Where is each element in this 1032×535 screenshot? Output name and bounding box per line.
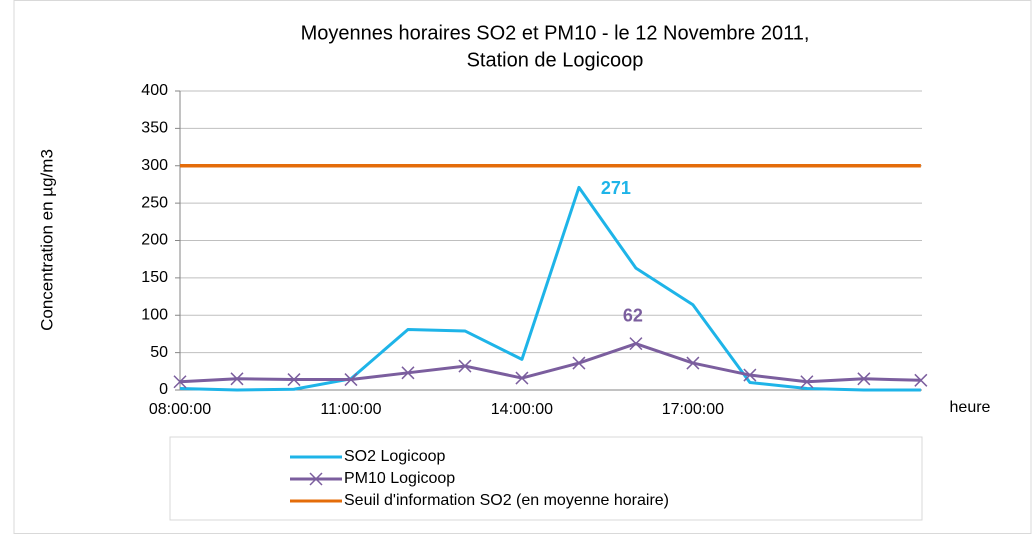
legend-label: SO2 Logicoop bbox=[344, 448, 446, 465]
series-marker bbox=[629, 337, 643, 351]
y-tick-label: 100 bbox=[141, 306, 168, 323]
series-marker bbox=[230, 372, 244, 386]
series-marker bbox=[515, 371, 529, 385]
series-marker bbox=[800, 375, 814, 389]
y-tick-label: 300 bbox=[141, 157, 168, 174]
y-tick-label: 250 bbox=[141, 194, 168, 211]
series-marker bbox=[914, 373, 928, 387]
x-tick-label: 14:00:00 bbox=[491, 401, 553, 418]
chart-title: Moyennes horaires SO2 et PM10 - le 12 No… bbox=[301, 22, 810, 44]
chart-title: Station de Logicoop bbox=[467, 49, 644, 71]
series-marker bbox=[401, 366, 415, 380]
series-marker bbox=[572, 356, 586, 370]
x-tick-label: 08:00:00 bbox=[149, 401, 211, 418]
series-marker bbox=[173, 375, 187, 389]
series-line bbox=[179, 185, 921, 392]
x-tick-label: 17:00:00 bbox=[662, 401, 724, 418]
x-tick-label: 11:00:00 bbox=[320, 401, 381, 418]
series-marker bbox=[686, 356, 700, 370]
data-label: 271 bbox=[601, 178, 631, 198]
x-axis-title: heure bbox=[950, 399, 991, 416]
series-marker bbox=[743, 368, 757, 382]
series-marker bbox=[344, 373, 358, 387]
legend-label: Seuil d'information SO2 (en moyenne hora… bbox=[344, 492, 669, 509]
y-tick-label: 150 bbox=[141, 269, 168, 286]
series-line bbox=[179, 342, 921, 384]
y-tick-label: 350 bbox=[141, 120, 168, 137]
y-tick-label: 0 bbox=[159, 381, 168, 398]
legend-label: PM10 Logicoop bbox=[344, 470, 455, 487]
data-label: 62 bbox=[623, 305, 643, 325]
y-tick-label: 400 bbox=[141, 82, 168, 99]
y-axis-title: Concentration en µg/m3 bbox=[37, 149, 56, 331]
legend-marker bbox=[309, 472, 323, 486]
series-marker bbox=[458, 359, 472, 373]
series-marker bbox=[287, 373, 301, 387]
y-tick-label: 50 bbox=[150, 344, 168, 361]
y-tick-label: 200 bbox=[141, 232, 168, 249]
series-marker bbox=[857, 372, 871, 386]
